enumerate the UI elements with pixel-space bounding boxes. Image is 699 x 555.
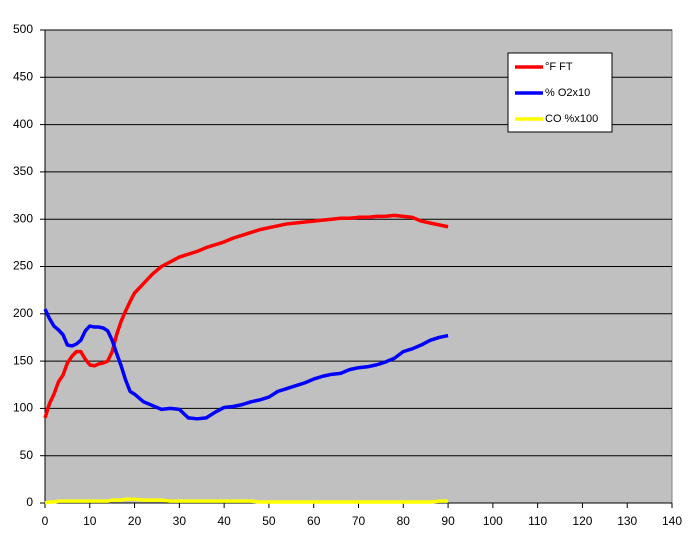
x-tick-label: 100	[483, 514, 503, 528]
y-tick-label: 0	[26, 495, 33, 509]
legend-label: °F FT	[545, 61, 573, 73]
y-tick-label: 250	[13, 259, 33, 273]
y-tick-label: 400	[13, 117, 33, 131]
x-tick-label: 20	[128, 514, 142, 528]
y-tick-label: 100	[13, 401, 33, 415]
y-tick-label: 150	[13, 353, 33, 367]
x-tick-label: 110	[528, 514, 547, 528]
y-tick-label: 300	[13, 211, 33, 225]
series-line	[43, 213, 449, 419]
x-tick-label: 60	[307, 514, 321, 528]
x-tick-label: 50	[262, 514, 276, 528]
series-line	[44, 497, 449, 505]
legend-label: CO %x100	[545, 113, 598, 125]
x-tick-label: 120	[572, 514, 592, 528]
series-line	[43, 308, 449, 421]
x-tick-label: 90	[441, 514, 455, 528]
y-tick-label: 450	[13, 69, 33, 83]
x-tick-label: 10	[83, 514, 97, 528]
x-tick-label: 80	[397, 514, 411, 528]
y-tick-label: 500	[13, 22, 33, 36]
x-tick-label: 70	[352, 514, 366, 528]
y-tick-label: 350	[13, 164, 33, 178]
x-tick-label: 0	[42, 514, 49, 528]
y-tick-label: 50	[20, 448, 34, 462]
legend-label: % O2x10	[545, 87, 590, 99]
x-tick-label: 140	[662, 514, 682, 528]
x-tick-label: 130	[617, 514, 637, 528]
y-tick-label: 200	[13, 306, 33, 320]
x-tick-label: 40	[217, 514, 231, 528]
x-tick-label: 30	[173, 514, 187, 528]
